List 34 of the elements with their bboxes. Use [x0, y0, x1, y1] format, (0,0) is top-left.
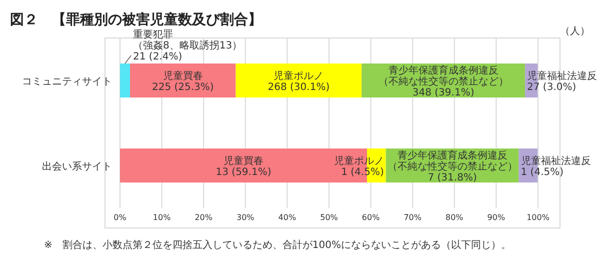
- text: 児童ポルノ: [274, 71, 324, 82]
- data-label: 7 (31.8%): [428, 172, 477, 184]
- data-label: 268 (30.1%): [268, 82, 330, 93]
- data-label: 27 (3.0%): [527, 82, 576, 93]
- text: 児童福祉法違反: [520, 156, 591, 167]
- series-label: 重要犯罪（強姦8、略取誘拐13）: [133, 28, 242, 52]
- x-tick-label: 80%: [446, 213, 464, 222]
- text: 児童買春: [224, 156, 264, 167]
- x-tick-label: 70%: [404, 213, 422, 222]
- x-tick-label: 90%: [487, 213, 506, 222]
- data-label: 13 (59.1%): [216, 167, 272, 178]
- x-tick-label: 10%: [152, 213, 172, 222]
- y-tick-label: コミュニティサイト: [22, 76, 112, 88]
- bar: [236, 64, 362, 98]
- x-tick-label: 0%: [114, 213, 127, 222]
- text: ※ 割合は、小数点第２位を四捨五入しているため、合計が100%にならないことがある（以下同じ）。: [44, 239, 511, 251]
- x-tick-label: 40%: [278, 213, 296, 222]
- y-tick-label: 出会い系サイト: [42, 160, 112, 172]
- text: 青少年保護育成条例違反（不純な性交等の禁止など）: [378, 66, 508, 88]
- bar: [120, 64, 130, 98]
- data-label: 21 (2.4%): [133, 52, 182, 62]
- chart-title: 図２ 【罪種別の被害児童数及び割合】: [10, 11, 262, 28]
- x-tick-label: 60%: [362, 213, 380, 222]
- x-tick-label: 50%: [320, 213, 338, 222]
- x-tick-label: 30%: [236, 213, 255, 222]
- x-tick-label: 100%: [526, 213, 550, 222]
- data-label: 225 (25.3%): [152, 82, 214, 93]
- x-tick-label: 20%: [194, 213, 213, 222]
- series-label: 児童福祉法違反: [527, 70, 598, 82]
- data-label: 1 (4.5%): [520, 167, 564, 178]
- data-label: 348 (39.1%): [412, 88, 474, 98]
- series-label: 青少年保護育成条例違反（不純な性交等の禁止など）: [387, 150, 518, 172]
- text: （人）: [560, 26, 590, 37]
- series-label: 児童買春: [162, 70, 203, 82]
